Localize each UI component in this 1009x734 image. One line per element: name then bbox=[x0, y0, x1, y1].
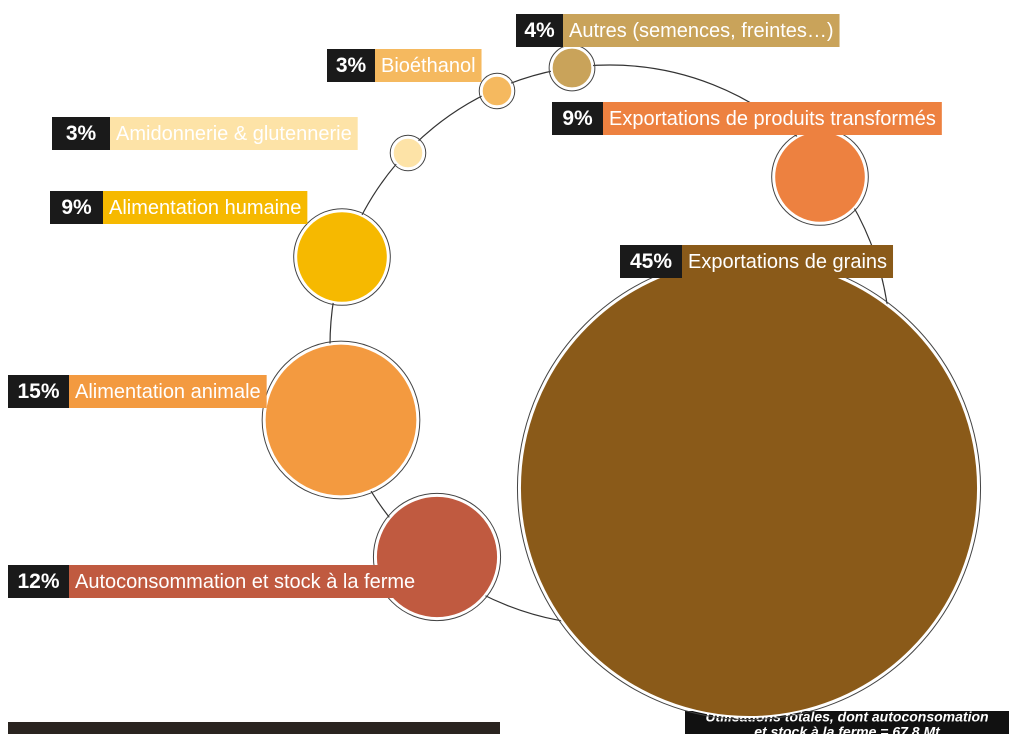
bubble bbox=[480, 74, 514, 108]
bubble-outline bbox=[372, 492, 502, 622]
photo-edge bbox=[8, 722, 500, 734]
percent-box bbox=[8, 375, 69, 408]
category-label: Alimentation humaine bbox=[109, 197, 301, 219]
category-label: Exportations de produits transformés bbox=[609, 108, 936, 130]
label-box bbox=[682, 245, 894, 278]
bubble bbox=[550, 46, 594, 90]
bubble bbox=[391, 136, 425, 170]
bubble bbox=[773, 130, 867, 224]
percent-box bbox=[327, 49, 375, 82]
percent-label: 12% bbox=[17, 570, 59, 593]
percent-label: 3% bbox=[336, 54, 367, 77]
bubble-outline bbox=[261, 340, 421, 500]
label-box bbox=[103, 191, 308, 224]
bubble bbox=[263, 342, 419, 498]
label-box bbox=[563, 14, 840, 47]
bubble-outline bbox=[478, 72, 516, 110]
percent-box bbox=[552, 102, 603, 135]
label-box bbox=[69, 565, 422, 598]
category-label: Alimentation animale bbox=[75, 381, 261, 403]
percent-label: 4% bbox=[524, 19, 555, 42]
percent-box bbox=[50, 191, 103, 224]
bubble bbox=[518, 257, 980, 719]
bubble bbox=[374, 494, 500, 620]
label-box bbox=[603, 102, 942, 135]
percent-label: 45% bbox=[630, 250, 672, 273]
percent-box bbox=[620, 245, 682, 278]
category-label: Amidonnerie & glutennerie bbox=[116, 123, 352, 145]
label-box bbox=[375, 49, 482, 82]
percent-box bbox=[8, 565, 69, 598]
percent-label: 9% bbox=[61, 196, 92, 219]
percent-label: 9% bbox=[562, 107, 593, 130]
percent-label: 3% bbox=[66, 122, 97, 145]
label-box bbox=[69, 375, 267, 408]
category-label: Autres (semences, freintes…) bbox=[569, 20, 834, 42]
label-box bbox=[110, 117, 358, 150]
category-label: Exportations de grains bbox=[688, 251, 887, 273]
category-label: Bioéthanol bbox=[381, 55, 476, 77]
footnote: et stock à la ferme = 67,8 Mt bbox=[754, 724, 941, 734]
percent-label: 15% bbox=[17, 380, 59, 403]
bubble-outline bbox=[293, 208, 391, 306]
percent-box bbox=[52, 117, 110, 150]
bubble-outline bbox=[389, 134, 427, 172]
bubble bbox=[295, 210, 389, 304]
percent-box bbox=[516, 14, 563, 47]
category-label: Autoconsommation et stock à la ferme bbox=[75, 571, 415, 593]
